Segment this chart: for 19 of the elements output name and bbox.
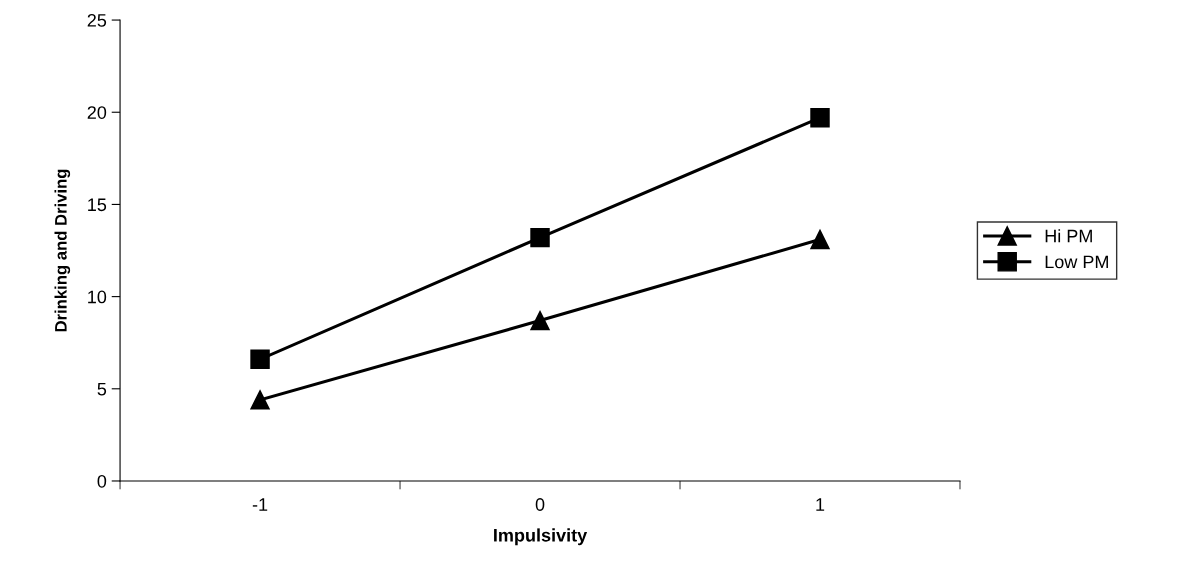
y-tick-label: 15 — [88, 198, 107, 212]
point — [250, 349, 270, 370]
y-tick-label: 5 — [97, 382, 107, 396]
x-tick-label: 1 — [816, 498, 825, 511]
point — [250, 390, 270, 410]
x-tick-label: -1 — [252, 498, 268, 511]
point — [530, 310, 550, 331]
point — [810, 229, 830, 250]
y-tick-label: 0 — [97, 474, 107, 488]
x-tick-label: 0 — [535, 498, 545, 511]
y-tick-label: 25 — [87, 13, 107, 27]
point — [810, 108, 830, 128]
legend-label: Low PM — [1045, 255, 1108, 269]
point — [530, 227, 550, 248]
y-tick-label: 20 — [87, 106, 107, 119]
legend-label: Hi PM — [1045, 229, 1092, 243]
y-axis-title: Drinking and Driving — [54, 169, 71, 332]
y-tick-label: 10 — [88, 290, 107, 304]
x-axis-title: Impulsivity — [494, 528, 588, 546]
